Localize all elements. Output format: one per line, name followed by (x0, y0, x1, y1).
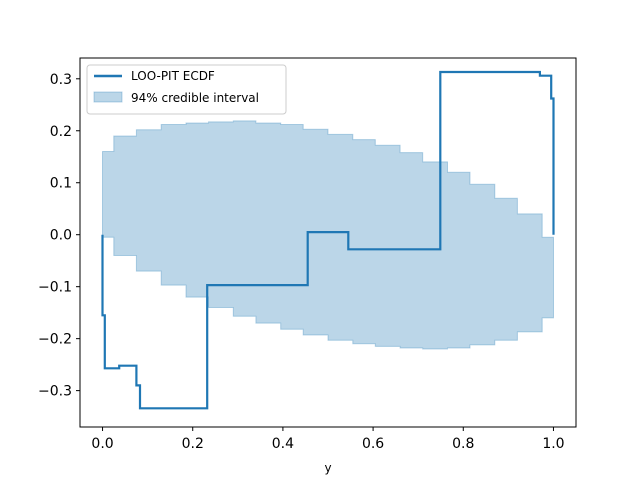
y-axis-ticks: −0.3 −0.2 −0.1 0.0 0.1 0.2 0.3 (38, 72, 80, 400)
legend-swatch-interval (93, 91, 123, 103)
y-tick-label: −0.3 (38, 384, 72, 400)
x-tick-label: 0.4 (272, 436, 294, 452)
legend-box (86, 64, 287, 115)
y-tick-label: −0.1 (38, 280, 72, 296)
x-tick-label: 0.2 (182, 436, 204, 452)
plot-frame (79, 57, 577, 428)
legend-label-ecdf: LOO-PIT ECDF (131, 69, 215, 83)
x-tick-label: 0.0 (91, 436, 113, 452)
legend: LOO-PIT ECDF 94% credible interval (86, 64, 287, 115)
ecdf-step-line (101, 70, 555, 410)
credible-interval-band (102, 120, 554, 350)
y-tick-label: −0.2 (38, 332, 72, 348)
credible-interval-area (102, 120, 554, 350)
x-axis-ticks: 0.0 0.2 0.4 0.6 0.8 1.0 (91, 427, 565, 452)
x-tick-label: 0.6 (362, 436, 384, 452)
ecdf-line (101, 70, 555, 410)
y-tick-label: 0.0 (50, 228, 72, 244)
x-tick-label: 1.0 (542, 436, 564, 452)
y-tick-label: 0.2 (50, 124, 72, 140)
x-axis-label: y (324, 461, 331, 475)
y-tick-label: 0.1 (50, 176, 72, 192)
legend-label-interval: 94% credible interval (131, 91, 259, 105)
y-tick-label: 0.3 (50, 72, 72, 88)
x-tick-label: 0.8 (452, 436, 474, 452)
